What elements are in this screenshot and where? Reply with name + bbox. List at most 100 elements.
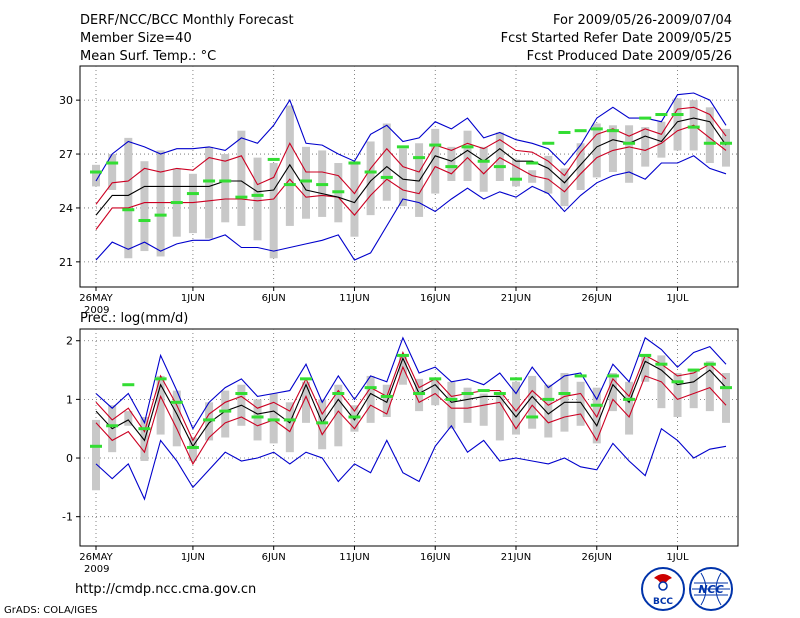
temperature-observed-mark-24 xyxy=(477,159,490,163)
precipitation-ytick-label--1: -1 xyxy=(62,511,73,524)
precipitation-spread-box-21 xyxy=(431,378,440,406)
temperature-spread-box-1 xyxy=(108,154,117,190)
precipitation-observed-mark-19 xyxy=(396,353,409,357)
temperature-line-mean xyxy=(95,117,727,216)
temperature-xtick-label-5: 21JUN xyxy=(501,293,531,304)
temperature-spread-box-34 xyxy=(641,127,650,167)
precipitation-observed-mark-3 xyxy=(138,427,151,431)
temperature-spread-box-29 xyxy=(560,168,569,207)
temperature-observed-mark-20 xyxy=(413,156,426,160)
temperature-spread-box-17 xyxy=(366,141,375,216)
precipitation-observed-mark-33 xyxy=(623,397,636,401)
temperature-observed-mark-25 xyxy=(493,165,506,169)
temperature-observed-mark-8 xyxy=(219,179,232,183)
temperature-observed-mark-31 xyxy=(590,127,603,131)
temperature-xtick-label-7: 1JUL xyxy=(666,293,689,304)
temperature-observed-mark-7 xyxy=(203,179,216,183)
precipitation-observed-mark-32 xyxy=(606,374,619,378)
precipitation-spread-box-34 xyxy=(641,355,650,382)
precipitation-xtick-label-5: 21JUN xyxy=(501,552,531,563)
temperature-observed-mark-9 xyxy=(235,195,248,199)
precipitation-line-p_high xyxy=(95,351,727,442)
temperature-observed-mark-36 xyxy=(671,113,684,117)
precipitation-observed-mark-5 xyxy=(170,400,183,404)
temperature-spread-box-32 xyxy=(608,125,617,173)
precipitation-spread-box-31 xyxy=(592,387,601,444)
precipitation-line-mean xyxy=(95,356,727,448)
precipitation-observed-mark-25 xyxy=(493,392,506,396)
precipitation-xtick-label-1: 1JUN xyxy=(181,552,205,563)
temperature-spread-box-21 xyxy=(431,128,440,194)
precipitation-observed-mark-21 xyxy=(429,377,442,381)
precipitation-spread-box-28 xyxy=(544,384,553,438)
precipitation-line-min xyxy=(95,336,727,430)
temperature-plot-frame xyxy=(79,65,739,288)
precipitation-observed-mark-38 xyxy=(703,362,716,366)
temperature-spread-box-36 xyxy=(673,98,682,151)
precipitation-spread-box-24 xyxy=(479,393,488,426)
precipitation-observed-mark-39 xyxy=(720,386,732,390)
precipitation-observed-mark-23 xyxy=(461,392,474,396)
temperature-observed-mark-35 xyxy=(655,113,668,117)
precipitation-xtick-year-label: 2009 xyxy=(84,564,109,575)
temperature-observed-mark-22 xyxy=(445,165,458,169)
precipitation-ytick-label-2: 2 xyxy=(66,335,73,348)
precipitation-observed-mark-30 xyxy=(574,374,587,378)
precipitation-spread-box-15 xyxy=(334,384,343,447)
temperature-spread-box-11 xyxy=(269,163,278,259)
precipitation-observed-mark-26 xyxy=(510,377,522,381)
temperature-spread-box-3 xyxy=(140,161,149,252)
temperature-observed-mark-21 xyxy=(429,143,442,147)
temperature-observed-mark-19 xyxy=(396,145,409,149)
member-size-label: Member Size=40 xyxy=(80,31,192,46)
precipitation-spread-box-26 xyxy=(512,381,520,435)
precipitation-spread-box-12 xyxy=(285,402,294,453)
precipitation-spread-box-23 xyxy=(463,387,472,423)
temperature-spread-box-19 xyxy=(398,148,407,207)
precipitation-spread-box-10 xyxy=(253,399,262,441)
ncc-logo-text: NCC xyxy=(698,583,723,596)
precipitation-observed-mark-8 xyxy=(219,409,232,413)
temperature-ytick-label-21: 21 xyxy=(59,256,73,269)
temperature-observed-mark-2 xyxy=(122,208,135,212)
precipitation-observed-mark-20 xyxy=(413,392,426,396)
precipitation-line-max xyxy=(95,424,727,501)
precipitation-observed-mark-37 xyxy=(687,368,700,372)
temperature-spread-box-38 xyxy=(705,107,714,164)
precipitation-spread-box-4 xyxy=(156,375,165,435)
precipitation-observed-mark-17 xyxy=(364,386,377,390)
temperature-spread-box-24 xyxy=(479,146,488,192)
precipitation-spread-box-30 xyxy=(576,381,585,426)
precipitation-observed-mark-13 xyxy=(300,377,312,381)
temperature-spread-box-4 xyxy=(156,150,165,257)
temperature-xtick-year-label: 2009 xyxy=(84,305,109,316)
temperature-line-max xyxy=(95,155,727,261)
precipitation-spread-box-19 xyxy=(398,355,407,385)
fcst-started-date: Fcst Started Refer Date 2009/05/25 xyxy=(500,31,732,46)
temperature-observed-mark-5 xyxy=(170,201,183,205)
temperature-spread-box-22 xyxy=(447,146,456,181)
precipitation-xtick-label-0: 26MAY xyxy=(79,552,113,563)
temperature-spread-box-28 xyxy=(544,155,553,194)
precipitation-observed-mark-22 xyxy=(445,397,458,401)
precipitation-spread-box-17 xyxy=(366,375,375,423)
temperature-xtick-label-4: 16JUN xyxy=(420,293,450,304)
temperature-observed-mark-29 xyxy=(558,130,571,134)
precipitation-observed-mark-14 xyxy=(316,421,329,425)
website-url[interactable]: http://cmdp.ncc.cma.gov.cn xyxy=(75,582,257,597)
temperature-spread-box-33 xyxy=(625,125,634,183)
precipitation-spread-box-39 xyxy=(722,372,730,423)
precipitation-spread-box-38 xyxy=(705,361,714,412)
temperature-observed-mark-39 xyxy=(720,141,732,145)
temperature-observed-mark-0 xyxy=(90,170,102,174)
temperature-spread-box-0 xyxy=(92,164,100,187)
temperature-observed-mark-16 xyxy=(348,161,361,165)
temperature-xtick-label-6: 26JUN xyxy=(582,293,612,304)
precipitation-observed-mark-0 xyxy=(90,444,102,448)
precipitation-spread-box-27 xyxy=(528,375,537,429)
temperature-observed-mark-10 xyxy=(251,193,264,197)
chart-title: DERF/NCC/BCC Monthly Forecast xyxy=(80,13,294,28)
temperature-spread-box-26 xyxy=(512,159,520,187)
precipitation-observed-mark-27 xyxy=(526,415,539,419)
temperature-ytick-label-27: 27 xyxy=(59,148,73,161)
